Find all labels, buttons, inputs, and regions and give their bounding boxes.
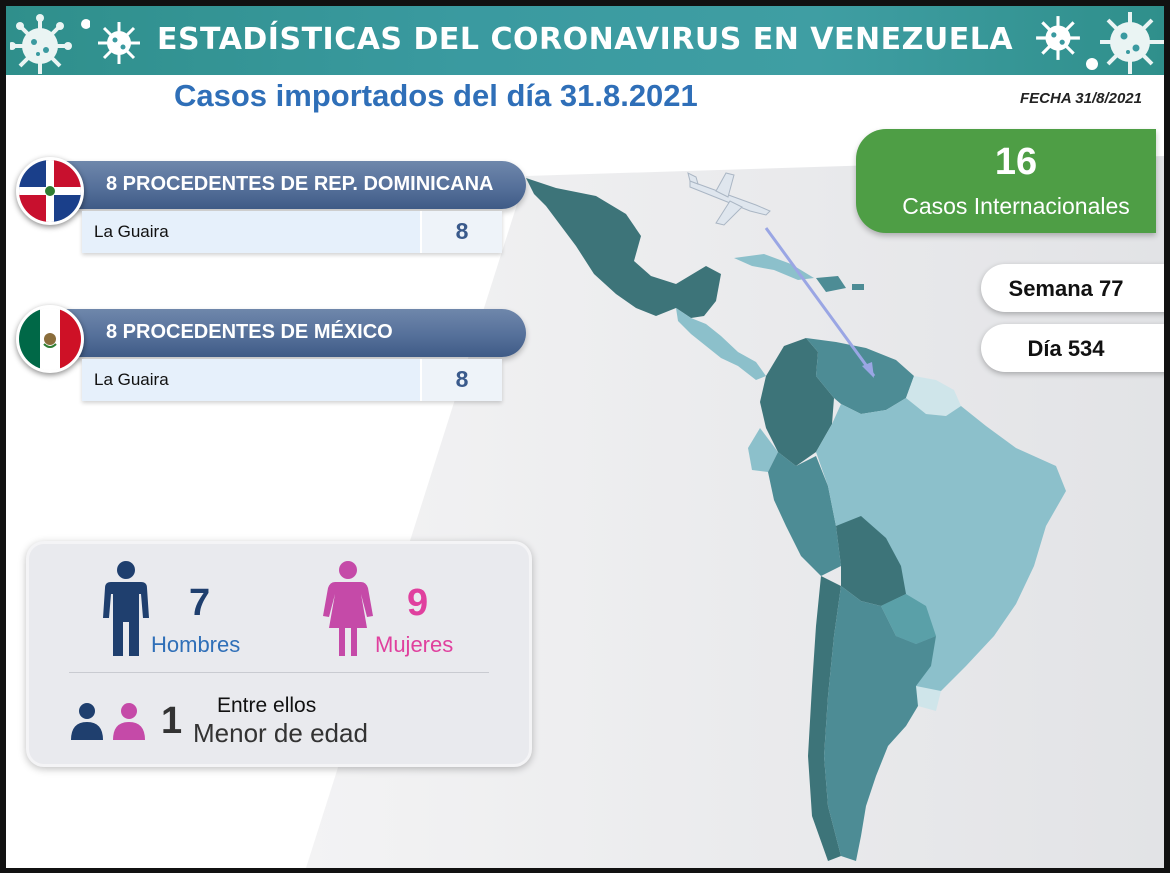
map-region-ecuador [748,428,778,472]
case-count: 8 [455,218,469,244]
state-name: La Guaira [94,222,169,241]
international-count: 16 [994,141,1038,183]
minors-label: Menor de edad [193,718,368,748]
woman-icon [323,561,373,656]
infographic: ESTADÍSTICAS DEL CORONAVIRUS EN VENEZUEL… [6,6,1164,868]
map-region-venezuela [806,338,914,414]
day-badge: Día 534 [981,324,1164,372]
virus-icon [10,14,90,74]
list-item: La Guaira 8 [82,211,502,253]
map-region-peru [768,452,841,576]
map-region-cuba [734,254,814,280]
origin-card-dominican-republic: 8 PROCEDENTES DE REP. DOMINICANA La Guai… [16,157,526,271]
flight-arrowhead [862,362,874,378]
map-region-brazil [816,398,1066,706]
case-count: 8 [455,366,469,392]
minors-caption: Entre ellos [217,694,317,717]
virus-icon [98,22,140,64]
origin-title: 8 PROCEDENTES DE MÉXICO [106,321,393,343]
airplane-icon [687,172,771,226]
women-count: 9 [407,582,429,624]
map-region-mexico [526,178,721,318]
flight-path [764,227,876,377]
count-cell: 8 [420,359,502,401]
map-region-argentina [824,586,936,861]
week-badge: Semana 77 [981,264,1164,312]
international-cases-box: 16 Casos Internacionales [856,129,1156,233]
map-region-chile [808,576,841,861]
map-region-uruguay [916,686,941,711]
latin-america-map-icon [526,178,1066,861]
virus-icon [1086,12,1164,74]
map-region-colombia [760,338,834,466]
origin-title-bar: 8 PROCEDENTES DE MÉXICO [56,309,526,357]
day-label: Día 534 [1027,336,1105,361]
page-title: ESTADÍSTICAS DEL CORONAVIRUS EN VENEZUEL… [156,22,1014,57]
children-icon [71,703,145,740]
map-region-paraguay [881,594,936,644]
international-label: Casos Internacionales [902,193,1130,219]
origin-card-mexico: 8 PROCEDENTES DE MÉXICO La Guaira 8 [16,305,526,419]
map-region-guyanas [906,376,961,416]
man-icon [103,561,149,656]
minors-count: 1 [161,700,183,742]
virus-icon [1036,16,1080,60]
map-region-puerto-rico [852,284,864,290]
map-region-hispaniola [816,276,846,292]
list-item: La Guaira 8 [82,359,502,401]
subtitle: Casos importados del día 31.8.2021 [174,78,698,113]
gender-breakdown-panel: 7 Hombres 9 Mujeres 1 Entre ellos Menor … [26,541,532,767]
map-region-bolivia [836,516,906,606]
men-label: Hombres [151,632,241,657]
count-cell: 8 [420,211,502,253]
map-region-central-america [676,308,766,380]
state-name: La Guaira [94,370,169,389]
header-banner: ESTADÍSTICAS DEL CORONAVIRUS EN VENEZUEL… [6,6,1164,75]
mexico-flag-icon [16,305,84,373]
dominican-republic-flag-icon [16,157,84,225]
origin-title: 8 PROCEDENTES DE REP. DOMINICANA [106,173,494,195]
men-count: 7 [189,582,211,624]
divider [69,672,489,673]
women-label: Mujeres [375,632,454,657]
week-label: Semana 77 [1008,276,1124,301]
date-label: FECHA 31/8/2021 [1019,90,1142,107]
origin-title-bar: 8 PROCEDENTES DE REP. DOMINICANA [56,161,526,209]
